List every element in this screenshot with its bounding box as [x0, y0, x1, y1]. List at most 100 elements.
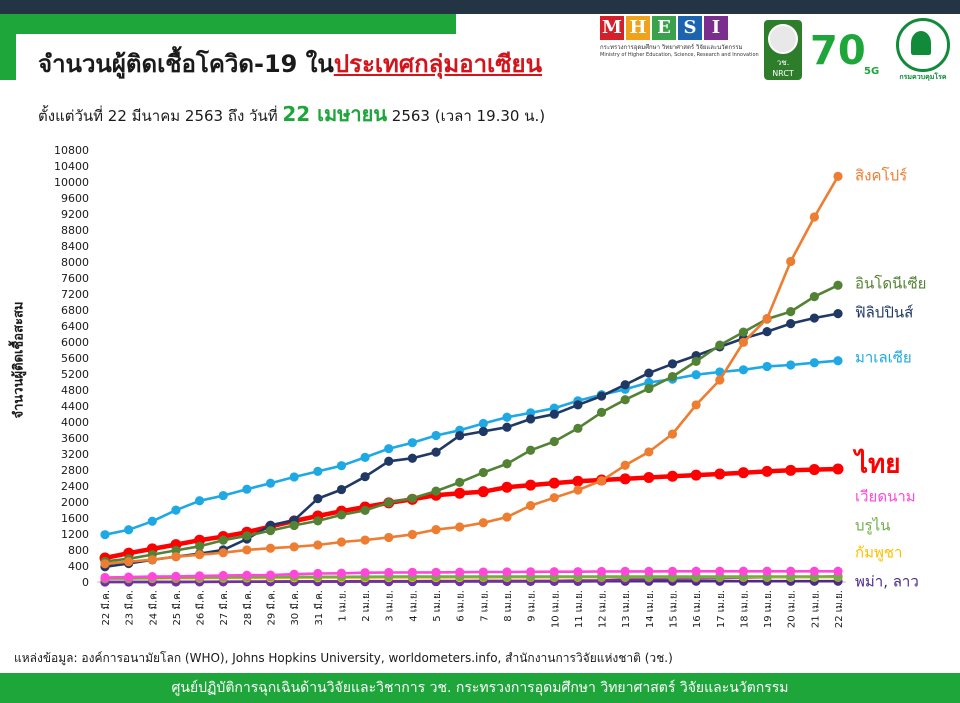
x-tick-label: 27 มี.ค.: [218, 590, 230, 626]
y-tick-label: 8000: [61, 256, 89, 269]
data-point-ฟิลิปปินส์: [431, 447, 441, 457]
data-point-ฟิลิปปินส์: [573, 400, 583, 410]
data-point-ไทย: [714, 468, 726, 480]
x-tick-label: 26 มี.ค.: [195, 590, 207, 626]
y-tick-label: 10800: [54, 144, 89, 157]
x-tick-label: 4 เม.ย.: [408, 590, 419, 622]
data-point-สิงคโปร์: [549, 493, 559, 503]
data-point-สิงคโปร์: [100, 559, 110, 569]
data-point-อินโดนีเซีย: [336, 510, 347, 520]
data-point-เวียดนาม: [833, 566, 843, 576]
data-point-อินโดนีเซีย: [242, 531, 252, 541]
data-point-ฟิลิปปินส์: [455, 431, 465, 441]
data-point-เวียดนาม: [809, 566, 819, 576]
data-point-สิงคโปร์: [171, 552, 181, 562]
x-tick-label: 25 มี.ค.: [171, 590, 183, 626]
top-dark-bar: [0, 0, 960, 14]
data-point-เวียดนาม: [100, 572, 110, 583]
data-point-สิงคโปร์: [667, 429, 678, 439]
page-title: จำนวนผู้ติดเชื้อโควิด-19 ในประเทศกลุ่มอา…: [38, 44, 542, 83]
x-tick-label: 21 เม.ย.: [810, 590, 821, 628]
x-tick-label: 17 เม.ย.: [716, 590, 727, 628]
y-tick-label: 9600: [61, 192, 89, 205]
end-label: อินโดนีเซีย: [855, 274, 926, 292]
data-point-สิงคโปร์: [336, 537, 347, 547]
nrct-logo: วช. NRCT: [764, 20, 802, 80]
data-point-อินโดนีเซีย: [289, 520, 299, 531]
y-tick-label: 6000: [61, 336, 89, 349]
data-point-เวียดนาม: [549, 567, 559, 577]
data-point-ไทย: [501, 481, 513, 493]
data-point-มาเลเซีย: [384, 444, 394, 454]
title-highlight: ประเทศกลุ่มอาเซียน: [333, 50, 543, 78]
nrct-english-abbr: NRCT: [772, 69, 794, 78]
data-point-ไทย: [666, 470, 678, 482]
data-point-อินโดนีเซีย: [171, 545, 181, 555]
data-point-ฟิลิปปินส์: [313, 494, 323, 504]
y-tick-label: 3200: [61, 448, 89, 461]
x-tick-label: 11 เม.ย.: [574, 590, 585, 628]
data-point-ฟิลิปปินส์: [502, 422, 512, 432]
data-point-ฟิลิปปินส์: [549, 409, 559, 419]
data-point-สิงคโปร์: [407, 529, 417, 540]
data-point-เวียดนาม: [147, 572, 157, 582]
data-point-อินโดนีเซีย: [218, 535, 228, 545]
y-tick-label: 3600: [61, 432, 89, 445]
data-point-ไทย: [454, 487, 466, 499]
data-point-เวียดนาม: [218, 570, 228, 581]
data-point-ไทย: [572, 475, 584, 487]
x-tick-label: 18 เม.ย.: [739, 590, 750, 628]
data-point-ไทย: [785, 464, 797, 476]
y-tick-label: 4400: [61, 400, 89, 413]
data-point-เวียดนาม: [738, 566, 749, 576]
subtitle-suffix: 2563 (เวลา 19.30 น.): [391, 107, 546, 125]
data-point-มาเลเซีย: [478, 418, 488, 429]
data-point-ไทย: [808, 464, 820, 476]
data-point-อินโดนีเซีย: [384, 497, 394, 508]
seventy-years-mark: 70 5G: [810, 28, 879, 77]
data-point-ไทย: [643, 471, 655, 483]
data-point-สิงคโปร์: [194, 550, 205, 560]
data-point-ไทย: [619, 473, 631, 485]
data-point-มาเลเซีย: [809, 358, 819, 368]
y-tick-label: 8800: [61, 224, 89, 237]
x-tick-label: 19 เม.ย.: [763, 590, 774, 628]
data-point-สิงคโปร์: [478, 518, 488, 528]
data-point-มาเลเซีย: [738, 365, 749, 375]
data-point-ฟิลิปปินส์: [336, 484, 347, 495]
data-point-สิงคโปร์: [147, 555, 157, 565]
asean-cases-line-chart: 0 400 800 1200 1600 2000 2400 2800 3200 3600 4000 4…: [54, 144, 926, 628]
data-point-สิงคโปร์: [289, 542, 299, 552]
data-point-เวียดนาม: [265, 570, 276, 580]
data-point-อินโดนีเซีย: [691, 356, 701, 366]
data-point-มาเลเซีย: [289, 472, 299, 482]
data-point-เวียดนาม: [407, 567, 417, 577]
data-point-ฟิลิปปินส์: [762, 327, 772, 337]
x-tick-label: 7 เม.ย.: [479, 590, 490, 622]
data-point-สิงคโปร์: [502, 512, 512, 522]
data-point-ฟิลิปปินส์: [596, 391, 607, 401]
y-tick-label: 6400: [61, 320, 89, 333]
data-point-เวียดนาม: [478, 567, 488, 577]
x-tick-label: 9 เม.ย.: [527, 590, 538, 622]
seventy-years-logo: 70 5G: [806, 22, 886, 77]
x-tick-label: 24 มี.ค.: [147, 590, 159, 626]
ddc-logo: กรมควบคุมโรค: [892, 18, 954, 84]
data-point-เวียดนาม: [289, 569, 299, 579]
data-point-ฟิลิปปินส์: [786, 319, 796, 329]
data-point-มาเลเซีย: [762, 361, 772, 372]
data-point-มาเลเซีย: [194, 496, 205, 506]
data-point-เวียดนาม: [526, 567, 536, 577]
mhesi-thai-name: กระทรวงการอุดมศึกษา วิทยาศาสตร์ วิจัยและ…: [600, 44, 743, 51]
data-point-อินโดนีเซีย: [360, 505, 370, 515]
seventy-years-number: 70: [810, 28, 866, 74]
end-label: เวียดนาม: [855, 487, 916, 505]
y-tick-label: 10400: [54, 160, 89, 173]
data-point-ฟิลิปปินส์: [809, 313, 819, 323]
x-tick-label: 28 มี.ค.: [242, 590, 254, 626]
title-main: จำนวนผู้ติดเชื้อโควิด-19 ใน: [38, 50, 334, 78]
data-point-อินโดนีเซีย: [573, 423, 583, 433]
y-tick-label: 800: [68, 544, 89, 557]
data-point-เวียดนาม: [596, 566, 607, 577]
